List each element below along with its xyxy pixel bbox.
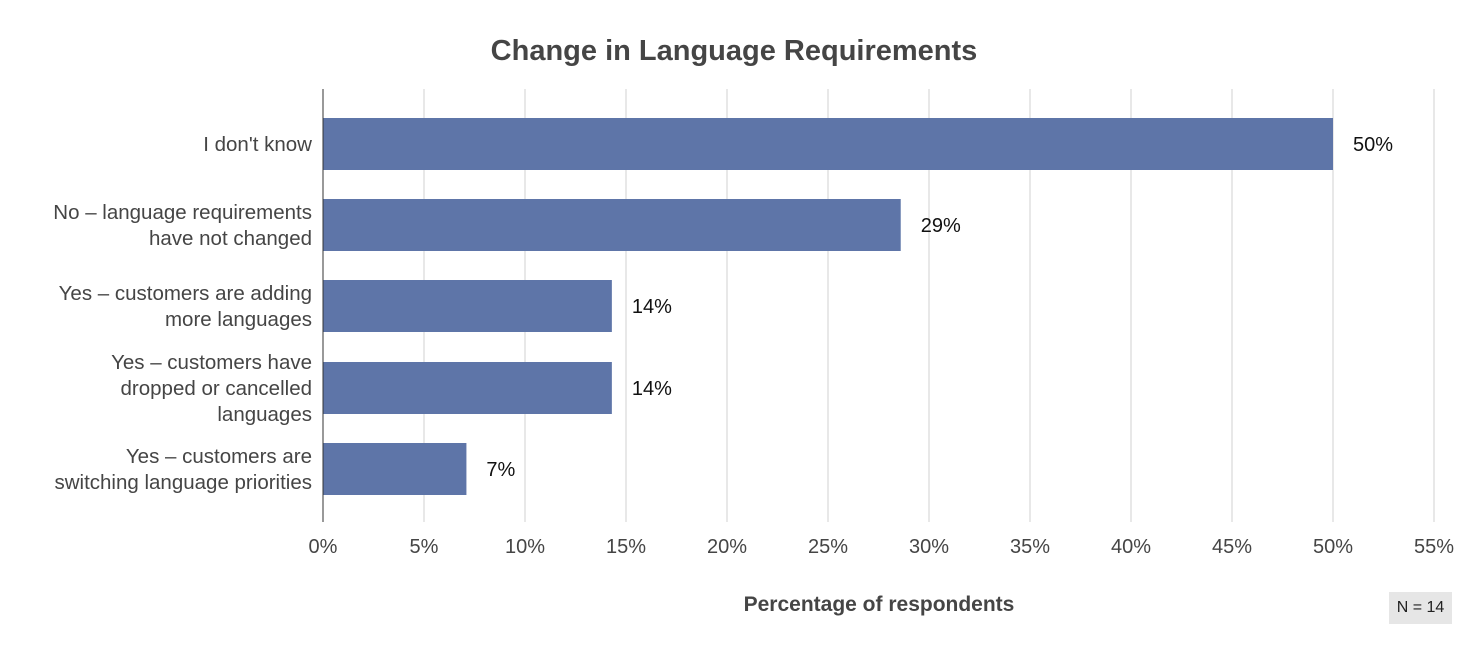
x-tick-label: 35% <box>1010 536 1050 558</box>
x-tick-label: 5% <box>410 536 439 558</box>
data-label: 14% <box>632 296 672 318</box>
x-tick-label: 40% <box>1111 536 1151 558</box>
bar <box>323 280 612 332</box>
x-tick-label: 45% <box>1212 536 1252 558</box>
x-tick-label: 10% <box>505 536 545 558</box>
category-labels: I don't know No – language requirements ha… <box>53 133 312 494</box>
category-label: more languages <box>165 308 312 331</box>
x-tick-label: 55% <box>1414 536 1454 558</box>
category-label: languages <box>217 403 312 426</box>
category-label: have not changed <box>149 227 312 250</box>
data-label: 29% <box>921 215 961 237</box>
data-label: 7% <box>486 459 515 481</box>
category-label: Yes – customers are <box>126 445 312 468</box>
category-label: Yes – customers have <box>111 351 312 374</box>
bar <box>323 118 1333 170</box>
x-tick-label: 30% <box>909 536 949 558</box>
data-labels: 50% 29% 14% 14% 7% <box>486 134 1393 481</box>
category-label: Yes – customers are adding <box>59 282 312 305</box>
data-label: 14% <box>632 378 672 400</box>
bar <box>323 443 467 495</box>
bar <box>323 362 612 414</box>
x-axis-label: Percentage of respondents <box>744 593 1015 616</box>
data-label: 50% <box>1353 134 1393 156</box>
chart-title: Change in Language Requirements <box>491 35 978 67</box>
x-tick-label: 20% <box>707 536 747 558</box>
x-tick-label: 15% <box>606 536 646 558</box>
bars <box>323 118 1333 495</box>
category-label: No – language requirements <box>53 201 312 224</box>
x-tick-label: 0% <box>309 536 338 558</box>
x-tick-label: 25% <box>808 536 848 558</box>
category-label: I don't know <box>203 133 312 156</box>
sample-size-badge: N = 14 <box>1389 592 1452 624</box>
bar <box>323 199 901 251</box>
x-tick-labels: 0% 5% 10% 15% 20% 25% 30% 35% 40% 45% 50% 55% <box>309 536 1455 558</box>
category-label: switching language priorities <box>54 471 312 494</box>
x-tick-label: 50% <box>1313 536 1353 558</box>
category-label: dropped or cancelled <box>121 377 312 400</box>
